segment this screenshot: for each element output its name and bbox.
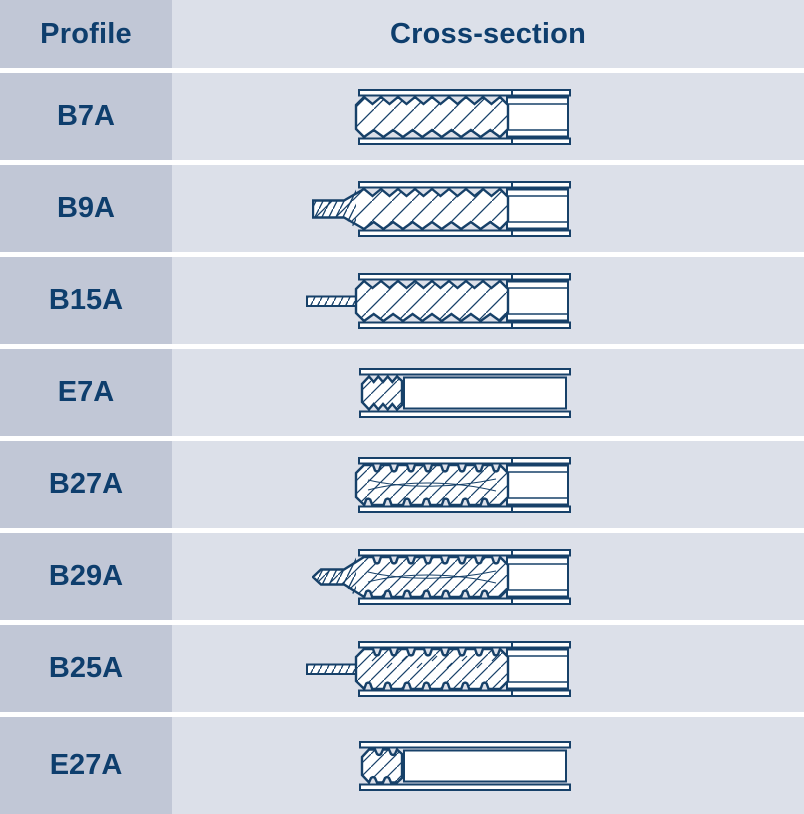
profile-cell-b29a: B29A xyxy=(0,533,172,620)
cross-section-diagram xyxy=(358,367,572,418)
cross-section-cell-b29a xyxy=(172,533,804,620)
cross-section-cell-e7a xyxy=(172,349,804,436)
profile-cell-e27a: E27A xyxy=(0,717,172,814)
cross-section-cell-e27a xyxy=(172,717,804,814)
profile-label: B25A xyxy=(48,652,124,684)
header-cross-section: Cross-section xyxy=(172,0,804,68)
profile-label: B15A xyxy=(48,284,124,316)
profile-cell-b15a: B15A xyxy=(0,257,172,344)
profile-cell-b27a: B27A xyxy=(0,441,172,528)
cross-section-cell-b25a xyxy=(172,625,804,712)
profile-label: B27A xyxy=(48,468,124,500)
cross-section-cell-b7a xyxy=(172,73,804,160)
profile-label: B9A xyxy=(56,192,115,224)
cross-section-diagram xyxy=(306,640,572,697)
profile-cell-b25a: B25A xyxy=(0,625,172,712)
cross-section-diagram xyxy=(312,180,572,237)
cross-section-diagram xyxy=(312,548,572,605)
header-profile-label: Profile xyxy=(40,17,132,50)
cross-section-diagram xyxy=(306,272,572,329)
cross-section-diagram xyxy=(358,740,572,791)
cross-section-diagram xyxy=(354,456,572,513)
cross-section-cell-b27a xyxy=(172,441,804,528)
cross-section-cell-b15a xyxy=(172,257,804,344)
header-cross-section-label: Cross-section xyxy=(390,17,586,50)
cross-section-cell-b9a xyxy=(172,165,804,252)
profile-label: B29A xyxy=(48,560,124,592)
profile-cell-e7a: E7A xyxy=(0,349,172,436)
profile-label: E27A xyxy=(49,749,123,781)
profile-label: B7A xyxy=(56,100,115,132)
header-profile: Profile xyxy=(0,0,172,68)
profile-cell-b9a: B9A xyxy=(0,165,172,252)
profile-cell-b7a: B7A xyxy=(0,73,172,160)
profile-label: E7A xyxy=(57,376,115,408)
cross-section-diagram xyxy=(354,88,572,145)
